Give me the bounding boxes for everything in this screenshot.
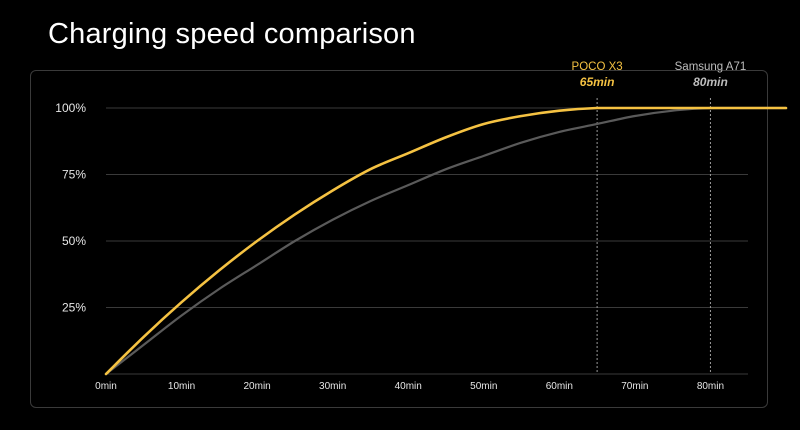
- x-tick-label: 0min: [95, 381, 117, 392]
- x-tick-label: 40min: [395, 381, 422, 392]
- x-tick-label: 60min: [546, 381, 573, 392]
- y-tick-label: 75%: [62, 168, 86, 182]
- chart-panel: [30, 70, 768, 408]
- series-line-poco-x3: [104, 106, 788, 376]
- x-axis-ticks: 0min 10min 20min 30min 40min 50min 60min 70min 8…: [95, 381, 724, 392]
- series-layer: [104, 106, 788, 376]
- x-tick-label: 70min: [621, 381, 648, 392]
- marker-time-samsung-a71: 80min: [693, 75, 728, 89]
- x-tick-label: 10min: [168, 381, 195, 392]
- page-title: Charging speed comparison: [48, 18, 416, 50]
- y-tick-label: 50%: [62, 234, 86, 248]
- series-line-samsung-a71: [104, 106, 788, 376]
- x-tick-label: 20min: [243, 381, 270, 392]
- marker-name-samsung-a71: Samsung A71: [675, 61, 747, 73]
- x-tick-label: 50min: [470, 381, 497, 392]
- marker-labels: POCO X3 65min Samsung A71 80min: [572, 61, 747, 89]
- x-tick-label: 30min: [319, 381, 346, 392]
- marker-name-poco-x3: POCO X3: [572, 61, 623, 73]
- grid-layer: [106, 107, 748, 375]
- marker-lines: [596, 98, 711, 374]
- x-tick-label: 80min: [697, 381, 724, 392]
- marker-time-poco-x3: 65min: [580, 75, 615, 89]
- y-axis-ticks: 25% 50% 75% 100%: [55, 101, 86, 315]
- y-tick-label: 25%: [62, 301, 86, 315]
- y-tick-label: 100%: [55, 101, 86, 115]
